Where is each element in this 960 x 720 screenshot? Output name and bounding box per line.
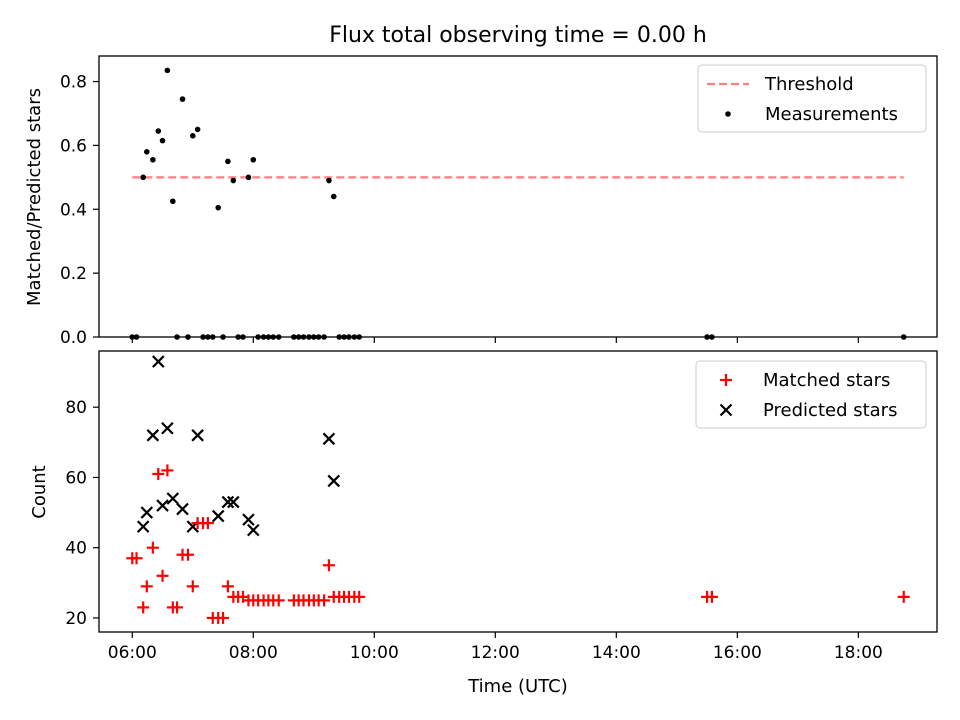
matched-point — [186, 580, 199, 593]
bottom-legend-box — [695, 360, 927, 429]
predicted-point — [156, 499, 169, 512]
bottom-xtick-label: 06:00 — [108, 643, 157, 663]
bottom-xtick-label: 08:00 — [229, 643, 278, 663]
matched-point — [156, 569, 169, 582]
measurement-point — [170, 198, 176, 205]
bottom-legend: Matched stars Predicted stars — [695, 360, 927, 429]
top-ytick-label: 0.0 — [60, 328, 87, 348]
matched-point — [161, 464, 174, 477]
matched-point — [322, 559, 335, 572]
bottom-ytick-label: 80 — [65, 398, 87, 418]
top-ytick-label: 0.8 — [60, 73, 87, 93]
predicted-point — [327, 474, 341, 488]
predicted-point — [140, 506, 154, 519]
top-ylabel: Matched/Predicted stars — [24, 88, 45, 306]
bottom-plot-area — [126, 355, 910, 624]
top-panel: 0.00.20.40.60.8 Matched/Predicted stars … — [24, 55, 938, 348]
matched-point — [353, 590, 366, 603]
matched-point — [171, 601, 184, 614]
top-legend: Threshold Measurements — [697, 64, 927, 133]
predicted-point — [161, 421, 174, 435]
bottom-axes: 20 40 60 80 06:00 08:00 10:00 12:00 14:00 16:00 18… — [65, 350, 938, 663]
matched-point — [181, 548, 194, 561]
measurement-point — [140, 174, 146, 181]
predicted-point — [221, 495, 235, 509]
predicted-point — [136, 520, 150, 533]
predicted-point — [322, 432, 336, 446]
matched-point — [221, 580, 234, 593]
measurement-point — [159, 137, 166, 144]
predicted-point — [152, 355, 165, 368]
measurement-point — [194, 126, 201, 133]
legend-measurements-label: Measurements — [765, 104, 898, 125]
matched-point — [137, 601, 150, 614]
bottom-panel: 20 40 60 80 06:00 08:00 10:00 12:00 14:00 16:00 18… — [29, 350, 938, 697]
top-frame — [98, 55, 938, 338]
bottom-xtick-label: 16:00 — [713, 643, 762, 663]
predicted-point — [176, 502, 189, 516]
matched-point — [152, 467, 165, 480]
legend-predicted-swatch — [719, 403, 733, 417]
bottom-xtick-label: 10:00 — [350, 643, 399, 663]
measurement-point — [225, 158, 231, 165]
measurement-point — [179, 96, 186, 102]
top-plot-area — [129, 67, 907, 340]
matched-point — [130, 552, 143, 565]
predicted-point — [146, 429, 160, 442]
measurement-point — [150, 156, 156, 163]
bottom-ylabel: Count — [29, 465, 50, 518]
measurement-point — [330, 193, 337, 200]
top-ytick-label: 0.2 — [60, 264, 87, 284]
bottom-frame — [98, 350, 938, 633]
top-ytick-label: 0.4 — [60, 200, 87, 220]
predicted-point — [227, 495, 240, 509]
matched-point — [272, 594, 285, 607]
matched-point — [146, 541, 159, 554]
bottom-ytick-label: 20 — [65, 609, 87, 629]
bottom-xtick-label: 12:00 — [471, 643, 520, 663]
legend-matched-swatch — [720, 374, 732, 386]
measurement-point — [155, 128, 162, 134]
measurement-point — [245, 174, 252, 181]
legend-threshold-label: Threshold — [764, 74, 854, 95]
measurement-point — [230, 177, 237, 184]
matched-point — [217, 611, 230, 624]
predicted-point — [242, 513, 255, 526]
bottom-xlabel: Time (UTC) — [467, 676, 568, 697]
figure-title: Flux total observing time = 0.00 h — [329, 23, 707, 48]
legend-predicted-label: Predicted stars — [763, 400, 897, 421]
measurement-point — [143, 148, 150, 155]
matched-point — [705, 590, 718, 603]
top-legend-box — [697, 64, 927, 133]
matched-point — [201, 517, 214, 530]
legend-matched-label: Matched stars — [763, 370, 890, 391]
matched-point — [897, 590, 910, 603]
predicted-point — [211, 509, 225, 523]
predicted-point — [166, 492, 180, 505]
bottom-ytick-label: 40 — [65, 539, 87, 559]
top-axes: 0.0 0.2 0.4 0.6 0.8 — [60, 55, 938, 348]
top-ytick-label: 0.6 — [60, 136, 87, 156]
measurement-point — [215, 204, 221, 211]
matched-point — [140, 580, 153, 593]
measurement-point — [250, 156, 257, 163]
matched-point — [318, 594, 331, 607]
predicted-point — [247, 523, 260, 537]
bottom-xtick-label: 14:00 — [592, 643, 641, 663]
bottom-xtick-label: 18:00 — [834, 643, 883, 663]
measurement-point — [189, 133, 196, 139]
measurement-point — [326, 177, 332, 184]
measurement-point — [164, 67, 171, 74]
bottom-ytick-label: 60 — [65, 468, 87, 488]
legend-measurements-swatch — [725, 111, 731, 117]
predicted-point — [191, 429, 204, 442]
